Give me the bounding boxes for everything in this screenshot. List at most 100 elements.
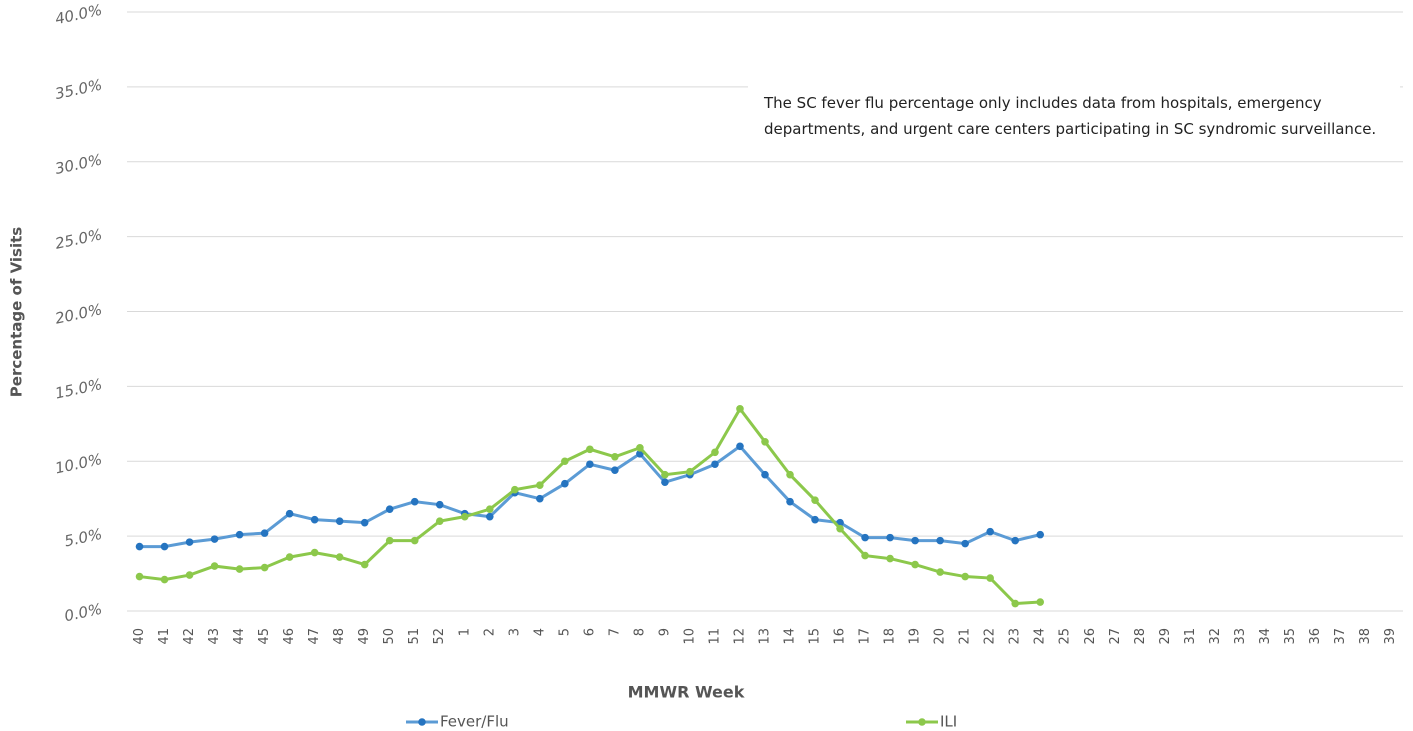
data-point [561, 457, 569, 466]
data-point [410, 536, 419, 545]
x-tick-label: 46 [282, 628, 297, 645]
data-point [961, 539, 969, 548]
annotation: The SC fever flu percentage only include… [748, 84, 1400, 148]
data-point [911, 560, 919, 569]
data-point [135, 572, 144, 581]
data-point [536, 481, 544, 490]
data-point [360, 518, 369, 527]
x-tick-label: 33 [1233, 628, 1248, 645]
data-point [1011, 536, 1019, 545]
x-tick-label: 18 [883, 628, 898, 645]
y-tick-label: 15.0% [53, 375, 103, 403]
x-tick-label: 34 [1258, 628, 1273, 645]
data-point [961, 572, 969, 581]
data-point [886, 554, 894, 563]
data-point [235, 565, 244, 573]
x-tick-label: 20 [933, 628, 948, 645]
x-tick-label: 15 [808, 628, 823, 645]
data-point [811, 515, 819, 524]
x-tick-label: 10 [682, 628, 697, 645]
data-point [160, 575, 169, 584]
data-point [586, 445, 594, 454]
x-tick-label: 51 [407, 628, 422, 645]
data-point [260, 563, 269, 572]
x-tick-label: 12 [732, 628, 747, 645]
data-point [761, 437, 769, 446]
x-tick-label: 43 [207, 628, 222, 645]
y-tick-label: 0.0% [63, 600, 104, 626]
x-tick-label: 29 [1158, 628, 1173, 645]
data-point [1036, 598, 1045, 606]
x-tick-label: 45 [257, 628, 272, 645]
y-tick-label: 40.0% [53, 1, 103, 29]
data-point [235, 530, 244, 539]
x-tick-label: 52 [432, 628, 447, 645]
x-tick-label: 36 [1308, 628, 1323, 645]
x-tick-label: 22 [983, 628, 998, 645]
data-point [485, 512, 494, 521]
x-tick-label: 11 [707, 628, 722, 645]
data-point [886, 533, 894, 542]
data-point [686, 467, 694, 476]
series-line [139, 406, 1041, 606]
data-point [711, 448, 719, 457]
x-tick-label: 9 [657, 628, 672, 636]
data-point [410, 497, 419, 506]
x-tick-label: 47 [307, 628, 322, 645]
x-tick-label: 31 [1183, 628, 1198, 645]
x-tick-label: 37 [1333, 628, 1348, 645]
x-tick-label: 44 [232, 628, 247, 645]
data-point [736, 405, 744, 413]
y-tick-label: 35.0% [53, 76, 103, 104]
x-tick-label: 48 [332, 628, 347, 645]
data-point [210, 535, 219, 543]
x-tick-label: 27 [1108, 628, 1123, 645]
data-point [511, 485, 519, 494]
data-point [986, 574, 994, 582]
data-point [661, 478, 669, 487]
data-point [836, 524, 844, 533]
x-tick-label: 5 [557, 628, 572, 636]
data-point [435, 517, 444, 525]
data-point [310, 548, 319, 557]
x-tick-label: 28 [1133, 628, 1148, 645]
data-point [786, 470, 794, 479]
legend-label: ILI [940, 713, 957, 731]
x-tick-label: 38 [1358, 628, 1373, 645]
data-point [360, 560, 369, 569]
x-tick-label: 35 [1283, 628, 1298, 645]
data-point [1036, 530, 1045, 539]
data-point [811, 496, 819, 504]
x-tick-label: 7 [607, 628, 622, 636]
data-point [185, 571, 194, 579]
data-point [335, 517, 344, 525]
x-tick-label: 3 [507, 628, 522, 636]
data-point [861, 551, 869, 560]
data-point [936, 568, 944, 576]
data-point [260, 529, 269, 537]
data-point [435, 500, 444, 509]
y-tick-label: 5.0% [63, 525, 104, 551]
y-tick-label: 25.0% [53, 225, 103, 253]
y-tick-label: 20.0% [53, 300, 103, 328]
data-point [986, 527, 994, 536]
x-tick-label: 26 [1083, 628, 1098, 645]
data-point [861, 533, 869, 542]
x-tick-label: 4 [532, 628, 547, 636]
x-tick-label: 41 [157, 628, 172, 645]
data-point [561, 479, 569, 488]
data-point [335, 553, 344, 561]
data-point [460, 512, 469, 521]
data-point [285, 509, 294, 518]
y-axis-title: Percentage of Visits [8, 227, 26, 398]
x-tick-label: 21 [958, 628, 973, 645]
x-tick-label: 1 [457, 628, 472, 636]
data-point [611, 452, 619, 461]
x-tick-label: 24 [1033, 628, 1048, 645]
data-point [636, 443, 644, 452]
x-tick-label: 17 [858, 628, 873, 645]
x-tick-label: 23 [1008, 628, 1023, 645]
data-point [285, 553, 294, 561]
